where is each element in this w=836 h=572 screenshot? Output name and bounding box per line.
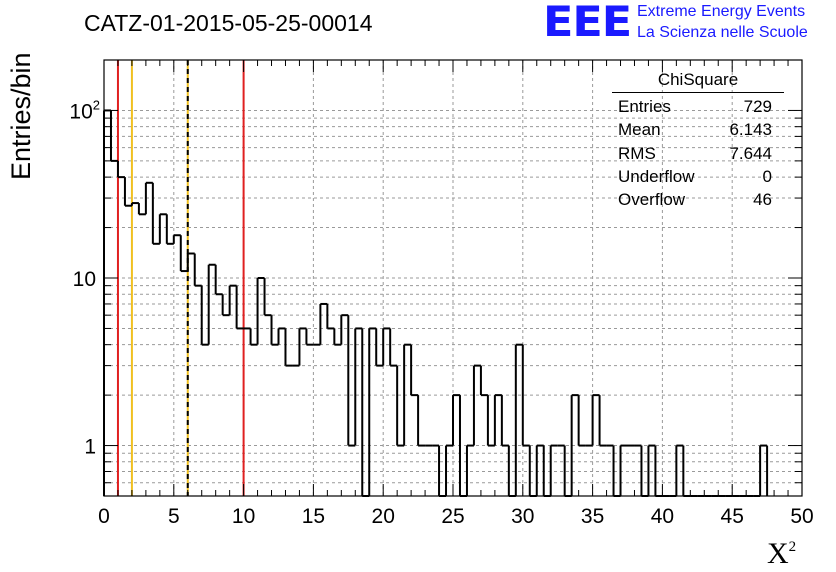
run-title: CATZ-01-2015-05-25-00014 [84, 10, 373, 36]
x-tick-label: 25 [441, 505, 464, 528]
y-tick-label-exponent: 2 [93, 97, 100, 112]
x-axis-label: X2 [767, 537, 796, 571]
stats-label: Entries [618, 97, 671, 116]
y-tick-label: 10 [73, 268, 96, 291]
x-axis-label-superscript: 2 [788, 539, 797, 555]
plot-frame [103, 59, 803, 497]
x-tick-label: 40 [651, 505, 674, 528]
y-tick-label: 102 [69, 97, 100, 123]
stats-title: ChiSquare [612, 68, 784, 93]
stats-row-mean: Mean 6.143 [612, 118, 780, 141]
logo-line-2: La Scienza nelle Scuole [637, 24, 808, 41]
stats-label: Overflow [618, 190, 686, 210]
y-tick-label: 1 [84, 436, 96, 459]
x-tick-label: 45 [721, 505, 744, 528]
x-tick-label: 15 [302, 505, 325, 528]
stats-row-underflow: Underflow 0 [612, 165, 780, 188]
x-tick-label: 50 [790, 505, 813, 528]
stats-value: 0 [762, 166, 772, 186]
stats-row-overflow: Overflow 46 [612, 188, 780, 211]
x-tick-label: 10 [232, 505, 255, 528]
x-tick-label: 35 [581, 505, 604, 528]
y-axis-label: Entries/bin [6, 52, 36, 180]
x-tick-label: 0 [98, 505, 110, 528]
logo-line-1: Extreme Energy Events [637, 3, 806, 20]
y-tick-label-base: 10 [69, 100, 92, 123]
stats-row-rms: RMS 7.644 [612, 142, 780, 165]
eee-logo: EEE [543, 0, 632, 46]
x-tick-label: 30 [511, 505, 534, 528]
grid-lines [104, 59, 802, 497]
stats-label: RMS [618, 143, 656, 163]
stats-value: 729 [743, 97, 772, 116]
stats-box: ChiSquare Entries 729 Mean 6.143 RMS 7.644 … [612, 68, 784, 211]
stats-value: 6.143 [729, 120, 772, 140]
stats-value: 7.644 [729, 143, 772, 163]
stats-value: 46 [753, 190, 772, 210]
stats-label: Underflow [618, 166, 695, 186]
stats-label: Mean [618, 120, 661, 140]
x-axis-label-text: X [767, 537, 789, 570]
x-tick-label: 20 [372, 505, 395, 528]
stats-row-entries: Entries 729 [612, 95, 780, 118]
x-tick-label: 5 [168, 505, 180, 528]
